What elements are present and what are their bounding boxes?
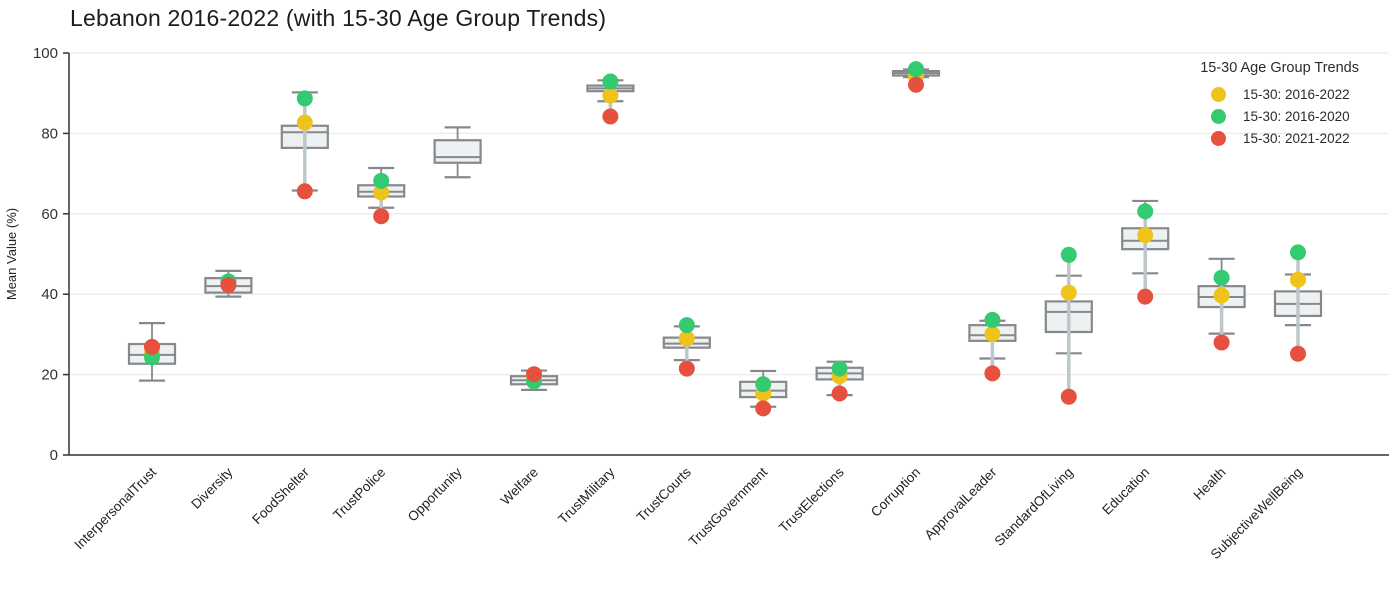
point-late-welfare — [526, 366, 542, 383]
box-group-opportunity — [433, 126, 482, 179]
point-early-trust-police — [373, 172, 390, 189]
x-tick-label-approval-leader: ApprovalLeader — [922, 464, 1000, 542]
x-tick-label-education: Education — [1099, 465, 1152, 518]
point-early-trust-military — [602, 73, 619, 90]
point-early-education — [1137, 203, 1154, 220]
legend-dot-overall-icon — [1211, 86, 1226, 102]
point-late-trust-police — [373, 208, 390, 225]
point-late-health — [1213, 334, 1230, 351]
point-early-health — [1213, 269, 1230, 286]
x-tick-label-opportunity: Opportunity — [405, 464, 465, 524]
x-tick-label-interpersonal-trust: InterpersonalTrust — [71, 464, 159, 552]
legend-entry-late: 15-30: 2021-2022 — [1211, 127, 1359, 149]
x-tick-label-diversity: Diversity — [188, 464, 235, 511]
y-tick-label-0: 0 — [50, 447, 58, 464]
legend-label-early: 15-30: 2016-2020 — [1243, 108, 1350, 124]
point-late-trust-elections — [831, 385, 848, 402]
point-overall-trust-courts — [678, 330, 695, 347]
point-late-corruption — [908, 76, 924, 93]
x-tick-label-trust-police: TrustPolice — [330, 465, 388, 523]
x-tick-label-corruption: Corruption — [868, 465, 923, 520]
point-late-standard-of-living — [1060, 388, 1077, 405]
point-late-subjective-well-being — [1290, 345, 1306, 362]
point-early-trust-courts — [678, 317, 695, 334]
point-early-standard-of-living — [1060, 246, 1077, 263]
legend-dot-early-icon — [1211, 108, 1226, 124]
x-tick-label-standard-of-living: StandardOfLiving — [992, 465, 1076, 549]
legend: 15-30 Age Group Trends 15-30: 2016-2022 … — [1200, 60, 1359, 149]
point-overall-approval-leader — [984, 325, 1001, 342]
point-early-corruption — [908, 61, 924, 78]
y-axis-title: Mean Value (%) — [4, 208, 19, 300]
y-tick-label-40: 40 — [41, 286, 58, 303]
x-tick-label-trust-military: TrustMilitary — [555, 464, 617, 526]
point-early-food-shelter — [296, 90, 313, 107]
point-overall-subjective-well-being — [1290, 271, 1306, 288]
y-tick-label-100: 100 — [33, 45, 58, 62]
point-late-trust-courts — [678, 360, 695, 377]
point-overall-health — [1213, 287, 1230, 304]
point-late-trust-government — [755, 400, 772, 417]
chart-title: Lebanon 2016-2022 (with 15-30 Age Group … — [70, 5, 607, 31]
x-tick-label-food-shelter: FoodShelter — [249, 464, 312, 527]
point-overall-education — [1137, 227, 1154, 244]
point-early-trust-government — [755, 376, 772, 393]
x-tick-label-health: Health — [1191, 465, 1229, 503]
point-late-interpersonal-trust — [144, 338, 160, 355]
point-early-subjective-well-being — [1290, 244, 1306, 261]
y-tick-label-20: 20 — [41, 367, 58, 384]
box-rect — [433, 139, 482, 164]
x-tick-label-trust-elections: TrustElections — [776, 464, 847, 535]
y-tick-label-60: 60 — [41, 206, 58, 223]
x-tick-label-trust-courts: TrustCourts — [634, 464, 694, 524]
legend-label-late: 15-30: 2021-2022 — [1243, 130, 1350, 146]
legend-entry-early: 15-30: 2016-2020 — [1211, 105, 1359, 127]
point-early-approval-leader — [984, 311, 1001, 328]
point-overall-trust-military — [602, 87, 619, 104]
point-early-trust-elections — [831, 360, 848, 377]
legend-dot-late-icon — [1211, 130, 1226, 146]
point-overall-food-shelter — [296, 114, 313, 131]
point-late-diversity — [220, 276, 237, 293]
x-tick-label-welfare: Welfare — [498, 465, 541, 508]
legend-label-overall: 15-30: 2016-2022 — [1243, 86, 1350, 102]
legend-title: 15-30 Age Group Trends — [1200, 60, 1359, 76]
point-late-trust-military — [602, 108, 619, 125]
point-late-food-shelter — [296, 183, 313, 200]
legend-entry-overall: 15-30: 2016-2022 — [1211, 83, 1359, 105]
point-overall-standard-of-living — [1060, 284, 1077, 301]
point-overall-trust-police — [373, 184, 390, 201]
y-tick-label-80: 80 — [41, 125, 58, 142]
x-tick-label-trust-government: TrustGovernment — [686, 464, 771, 549]
point-late-approval-leader — [984, 365, 1001, 382]
point-late-education — [1137, 288, 1154, 305]
